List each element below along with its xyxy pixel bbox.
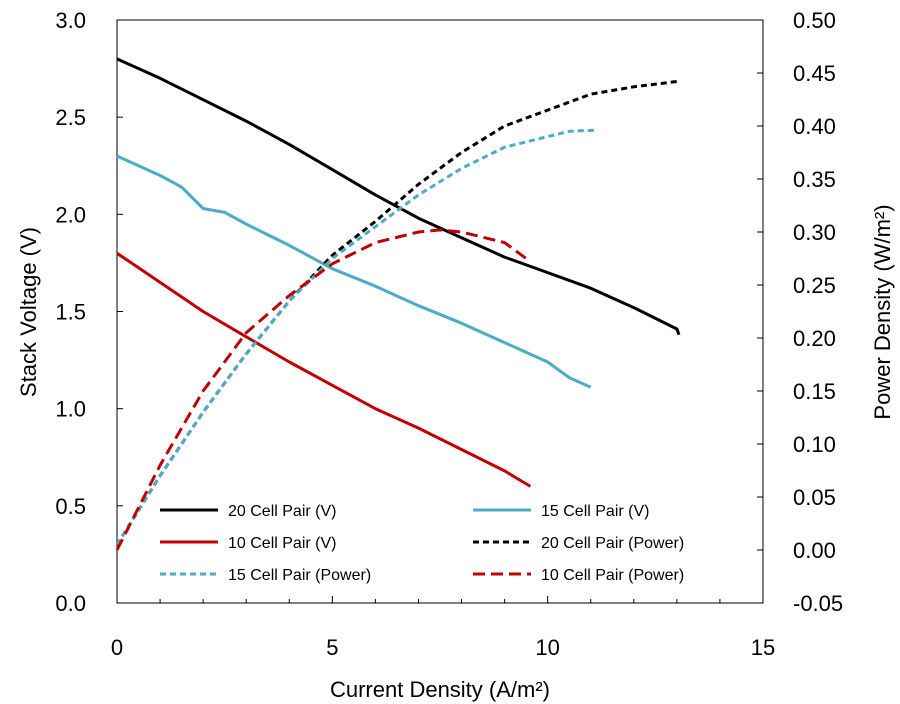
x-tick-label: 10 [535, 635, 559, 660]
right-y-tick-label: -0.05 [793, 591, 843, 616]
x-tick-label: 0 [111, 635, 123, 660]
series-line-5 [115, 128, 596, 546]
right-y-tick-label: 0.00 [793, 538, 836, 563]
series-line-2 [116, 154, 592, 389]
right-y-tick-label: 0.45 [793, 61, 836, 86]
legend-label: 10 Cell Pair (Power) [541, 567, 684, 584]
plot-border [116, 19, 764, 604]
right-y-axis-title: Power Density (W/m²) [870, 204, 895, 419]
plot-area [116, 19, 764, 604]
series-line-4 [115, 80, 681, 546]
legend-label: 10 Cell Pair (V) [228, 535, 336, 552]
legend-label: 20 Cell Pair (Power) [541, 535, 684, 552]
right-y-tick-label: 0.40 [793, 114, 836, 139]
x-axis-title: Current Density (A/m²) [330, 677, 550, 702]
left-y-tick-label: 0.5 [55, 494, 86, 519]
x-tick-label: 15 [751, 635, 775, 660]
left-y-axis-title: Stack Voltage (V) [16, 227, 41, 397]
series-line-1 [116, 57, 681, 336]
series-layer [115, 57, 681, 551]
right-y-tick-label: 0.35 [793, 167, 836, 192]
left-y-tick-label: 1.5 [55, 300, 86, 325]
right-y-tick-label: 0.05 [793, 485, 836, 510]
right-y-tick-label: 0.20 [793, 326, 836, 351]
left-y-tick-label: 2.0 [55, 202, 86, 227]
right-y-tick-label: 0.10 [793, 432, 836, 457]
legend-label: 20 Cell Pair (V) [228, 503, 336, 520]
left-y-tick-label: 2.5 [55, 105, 86, 130]
left-y-tick-label: 0.0 [55, 591, 86, 616]
legend-label: 15 Cell Pair (Power) [228, 567, 371, 584]
left-y-tick-label: 1.0 [55, 397, 86, 422]
legend: 20 Cell Pair (V) 15 Cell Pair (V) 10 Cell … [160, 503, 684, 584]
right-y-tick-label: 0.50 [793, 8, 836, 33]
right-y-tick-label: 0.25 [793, 273, 836, 298]
x-tick-label: 5 [326, 635, 338, 660]
left-y-tick-label: 3.0 [55, 8, 86, 33]
right-y-tick-label: 0.30 [793, 220, 836, 245]
series-line-6 [115, 228, 527, 551]
legend-label: 15 Cell Pair (V) [541, 503, 649, 520]
series-line-3 [116, 251, 532, 488]
right-y-tick-label: 0.15 [793, 379, 836, 404]
tick-layer: 0 5 10 15 0.0 0.5 1.0 1.5 2.0 2.5 3.0 -0.05 0.00 0.05… [55, 8, 843, 660]
